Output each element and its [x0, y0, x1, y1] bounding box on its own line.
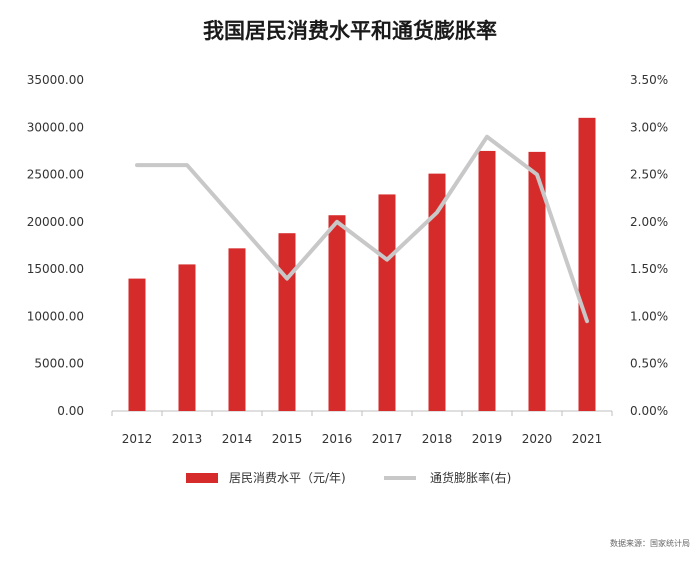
x-tick-label: 2016	[322, 432, 353, 446]
x-tick-label: 2015	[272, 432, 303, 446]
right-tick-label: 2.00%	[630, 215, 668, 229]
left-tick-label: 20000.00	[27, 215, 84, 229]
inflation-line	[135, 134, 589, 324]
line-series	[135, 134, 589, 324]
bar	[178, 264, 196, 411]
left-tick-label: 25000.00	[27, 168, 84, 182]
x-tick-label: 2018	[422, 432, 453, 446]
bar	[328, 215, 346, 411]
x-tick-label: 2013	[172, 432, 203, 446]
x-tick-label: 2017	[372, 432, 403, 446]
bar	[578, 117, 596, 411]
left-tick-label: 0.00	[57, 404, 84, 418]
right-tick-label: 1.50%	[630, 262, 668, 276]
right-tick-label: 3.50%	[630, 73, 668, 87]
bar	[528, 151, 546, 412]
x-tick-label: 2021	[572, 432, 603, 446]
left-tick-label: 10000.00	[27, 309, 84, 323]
x-axis: 2012 2013 2014 2015 2016 2017 2018 2019 2020 2021	[111, 410, 613, 446]
left-y-axis: 0.00 5000.00 10000.00 15000.00 20000.00 25000…	[27, 73, 84, 418]
left-tick-label: 35000.00	[27, 73, 84, 87]
source-note: 数据来源：国家统计局	[610, 538, 690, 548]
x-tick-label: 2014	[222, 432, 253, 446]
left-tick-label: 30000.00	[27, 120, 84, 134]
x-tick-label: 2012	[122, 432, 153, 446]
legend-bar-swatch	[186, 473, 218, 483]
legend-bar-label: 居民消费水平（元/年)	[229, 471, 346, 485]
x-tick-label: 2020	[522, 432, 553, 446]
right-tick-label: 1.00%	[630, 309, 668, 323]
right-tick-label: 0.00%	[630, 404, 668, 418]
bar	[428, 173, 446, 411]
right-y-axis: 0.00% 0.50% 1.00% 1.50% 2.00% 2.50% 3.00% 3.50%	[630, 73, 668, 418]
legend: 居民消费水平（元/年) 通货膨胀率(右)	[186, 470, 511, 485]
bar-series	[128, 117, 596, 412]
x-tick-label: 2019	[472, 432, 503, 446]
legend-line-label: 通货膨胀率(右)	[430, 470, 511, 485]
left-tick-label: 15000.00	[27, 262, 84, 276]
bar	[278, 233, 296, 411]
bar	[228, 248, 246, 411]
bar	[128, 278, 146, 411]
bar	[478, 150, 496, 411]
left-tick-label: 5000.00	[34, 357, 84, 371]
right-tick-label: 2.50%	[630, 168, 668, 182]
right-tick-label: 0.50%	[630, 357, 668, 371]
chart-title: 我国居民消费水平和通货膨胀率	[203, 19, 497, 43]
bar	[378, 194, 396, 411]
right-tick-label: 3.00%	[630, 120, 668, 134]
